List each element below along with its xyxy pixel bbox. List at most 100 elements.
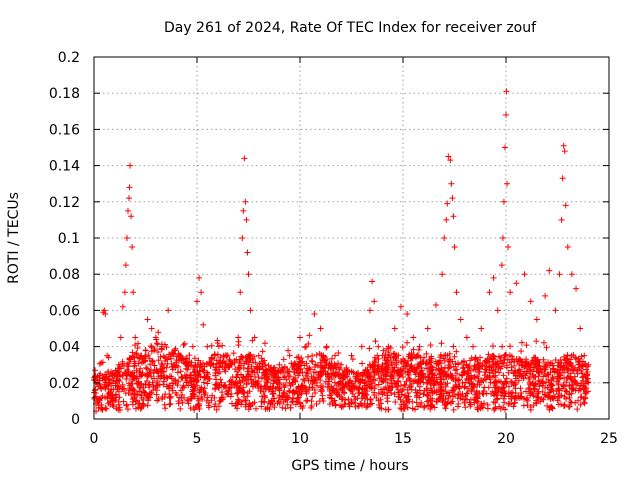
band-marker — [125, 363, 132, 370]
data-point — [276, 361, 283, 368]
band-marker — [478, 403, 485, 410]
band-marker — [203, 397, 210, 404]
band-marker — [253, 405, 260, 412]
band-marker — [115, 376, 122, 383]
data-point — [171, 361, 178, 368]
band-marker — [320, 352, 327, 359]
band-marker — [580, 395, 587, 402]
band-marker — [274, 377, 281, 384]
data-point — [226, 361, 233, 368]
band-marker — [427, 342, 434, 349]
band-marker — [520, 402, 527, 409]
band-marker — [313, 400, 320, 407]
band-marker — [397, 396, 404, 403]
band-marker — [437, 376, 444, 383]
data-point — [117, 334, 124, 341]
band-marker — [418, 364, 425, 371]
band-marker — [299, 404, 306, 411]
data-point — [132, 334, 139, 341]
band-marker — [580, 373, 587, 380]
band-marker — [140, 384, 147, 391]
band-marker — [276, 385, 283, 392]
band-marker — [376, 402, 383, 409]
data-point — [573, 285, 580, 292]
data-point — [568, 271, 575, 278]
data-point — [358, 343, 365, 350]
band-marker — [535, 394, 542, 401]
band-marker — [140, 396, 147, 403]
band-marker — [410, 346, 417, 353]
data-point — [546, 267, 553, 274]
band-marker — [372, 338, 379, 345]
band-marker — [537, 398, 544, 405]
band-marker — [450, 343, 457, 350]
band-marker — [354, 385, 361, 392]
band-marker — [458, 372, 465, 379]
band-marker — [513, 375, 520, 382]
band-marker — [248, 363, 255, 370]
band-marker — [406, 375, 413, 382]
band-marker — [348, 369, 355, 376]
data-point — [432, 301, 439, 308]
band-marker — [541, 391, 548, 398]
band-marker — [212, 372, 219, 379]
data-point — [200, 321, 207, 328]
band-marker — [379, 369, 386, 376]
band-marker — [233, 400, 240, 407]
band-marker — [535, 388, 542, 395]
band-marker — [145, 397, 152, 404]
band-marker — [511, 379, 518, 386]
band-marker — [175, 378, 182, 385]
band-marker — [449, 398, 456, 405]
band-marker — [527, 370, 534, 377]
band-marker — [153, 340, 160, 347]
band-marker — [508, 364, 515, 371]
band-marker — [335, 349, 342, 356]
band-marker — [131, 373, 138, 380]
band-marker — [380, 347, 387, 354]
band-marker — [174, 382, 181, 389]
band-marker — [480, 388, 487, 395]
band-marker — [348, 398, 355, 405]
band-marker — [295, 353, 302, 360]
band-marker — [104, 352, 111, 359]
band-marker — [392, 399, 399, 406]
band-marker — [471, 374, 478, 381]
band-marker — [289, 389, 296, 396]
band-marker — [366, 345, 373, 352]
data-point — [122, 262, 129, 269]
band-marker — [313, 351, 320, 358]
band-marker — [375, 355, 382, 362]
band-marker — [349, 356, 356, 363]
data-point — [194, 298, 200, 305]
band-marker — [239, 398, 246, 405]
band-marker — [295, 372, 302, 379]
band-marker — [423, 385, 430, 392]
band-marker — [540, 356, 547, 363]
data-point — [255, 352, 262, 359]
data-point — [332, 352, 339, 359]
band-marker — [512, 385, 519, 392]
band-marker — [429, 390, 436, 397]
band-marker — [204, 380, 211, 387]
band-marker — [451, 353, 458, 360]
x-tick-label: 10 — [291, 431, 309, 447]
band-marker — [455, 400, 462, 407]
band-marker — [574, 406, 581, 413]
band-marker — [213, 406, 220, 413]
band-marker — [135, 380, 142, 387]
band-marker — [475, 369, 482, 376]
band-marker — [420, 354, 427, 361]
band-marker — [301, 362, 308, 369]
data-point — [144, 316, 151, 323]
band-marker — [455, 361, 462, 368]
x-tick-label: 25 — [600, 431, 618, 447]
band-marker — [137, 365, 144, 372]
band-marker — [309, 393, 316, 400]
band-marker — [269, 384, 276, 391]
band-marker — [250, 359, 257, 366]
band-marker — [423, 350, 430, 357]
band-marker — [151, 375, 158, 382]
band-marker — [126, 380, 133, 387]
band-marker — [301, 344, 308, 351]
